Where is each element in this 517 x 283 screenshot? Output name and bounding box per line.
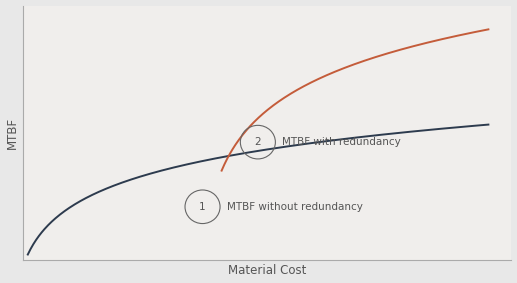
X-axis label: Material Cost: Material Cost [228, 264, 306, 277]
Text: MTBF with redundancy: MTBF with redundancy [282, 137, 401, 147]
Text: 1: 1 [199, 202, 206, 212]
Y-axis label: MTBF: MTBF [6, 117, 19, 149]
Text: MTBF without redundancy: MTBF without redundancy [227, 202, 363, 212]
Text: 2: 2 [254, 137, 261, 147]
